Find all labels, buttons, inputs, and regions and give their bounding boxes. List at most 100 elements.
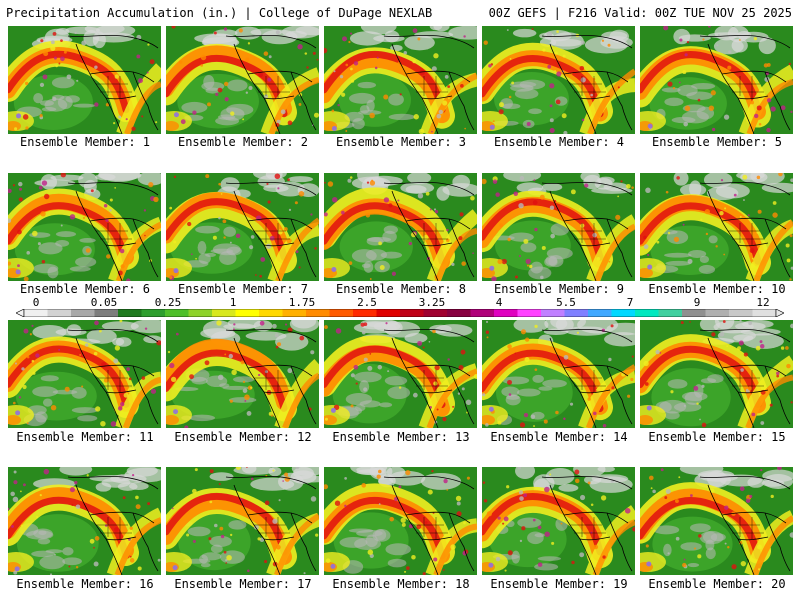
ensemble-member-label: Ensemble Member: 9	[493, 282, 625, 296]
ensemble-member-5-map	[640, 26, 793, 134]
colorbar-tick-label: 0.25	[154, 296, 182, 309]
colorbar-swatch	[259, 309, 283, 317]
colorbar-swatch	[400, 309, 424, 317]
ensemble-member-label: Ensemble Member: 13	[332, 430, 470, 444]
ensemble-member-16-map	[8, 467, 161, 575]
colorbar-tick-label: 4	[495, 296, 503, 309]
colorbar-swatch	[705, 309, 730, 317]
precip-map-image	[8, 467, 161, 575]
precip-map-image	[324, 320, 477, 428]
ensemble-member-12-map	[166, 320, 319, 428]
ensemble-member-1-map	[8, 26, 161, 134]
colorbar-swatch	[282, 309, 307, 317]
ensemble-member-label: Ensemble Member: 1	[19, 135, 151, 149]
colorbar-swatch	[24, 309, 48, 317]
colorbar-tick-label: 3.25	[418, 296, 446, 309]
colorbar-swatch	[141, 309, 166, 317]
precip-map-image	[324, 26, 477, 134]
ensemble-member-13-map	[324, 320, 477, 428]
colorbar-swatch	[47, 309, 72, 317]
ensemble-member-label: Ensemble Member: 16	[16, 577, 154, 591]
precip-map-image	[482, 320, 635, 428]
map-title: Precipitation Accumulation (in.) | Colle…	[6, 6, 433, 20]
ensemble-member-2-map	[166, 26, 319, 134]
precip-map-image	[166, 173, 319, 281]
ensemble-member-20-map	[640, 467, 793, 575]
precip-map-image	[166, 320, 319, 428]
colorbar-swatch	[494, 309, 518, 317]
colorbar-swatch	[517, 309, 542, 317]
precip-map-image	[166, 467, 319, 575]
colorbar-swatch	[329, 309, 354, 317]
ensemble-member-label: Ensemble Member: 8	[335, 282, 467, 296]
colorbar-tick-label: 1.75	[288, 296, 316, 309]
ensemble-member-14-map	[482, 320, 635, 428]
colorbar-swatch	[94, 309, 119, 317]
colorbar-swatch	[306, 309, 330, 317]
ensemble-member-18-map	[324, 467, 477, 575]
colorbar-swatch	[447, 309, 471, 317]
ensemble-member-6-map	[8, 173, 161, 281]
ensemble-member-15-map	[640, 320, 793, 428]
ensemble-member-label: Ensemble Member: 17	[174, 577, 312, 591]
ensemble-member-label: Ensemble Member: 6	[19, 282, 151, 296]
colorbar-swatch	[588, 309, 612, 317]
colorbar-swatch	[682, 309, 706, 317]
colorbar-tick-label: 1	[229, 296, 237, 309]
precip-map-image	[640, 173, 793, 281]
ensemble-member-label: Ensemble Member: 5	[651, 135, 783, 149]
colorbar-swatch	[541, 309, 565, 317]
precip-map-image	[324, 173, 477, 281]
ensemble-member-label: Ensemble Member: 19	[490, 577, 628, 591]
precip-map-image	[640, 467, 793, 575]
colorbar-tick-label: 0	[32, 296, 40, 309]
colorbar-swatch	[635, 309, 659, 317]
colorbar-min-arrow	[16, 309, 25, 317]
ensemble-member-3-map	[324, 26, 477, 134]
ensemble-member-label: Ensemble Member: 12	[174, 430, 312, 444]
precip-map-image	[640, 320, 793, 428]
colorbar-swatch	[165, 309, 189, 317]
ensemble-member-label: Ensemble Member: 7	[177, 282, 309, 296]
model-run-info: 00Z GEFS | F216 Valid: 00Z TUE NOV 25 20…	[488, 6, 792, 20]
colorbar-swatch	[470, 309, 495, 317]
ensemble-member-17-map	[166, 467, 319, 575]
colorbar-swatch	[188, 309, 213, 317]
ensemble-member-label: Ensemble Member: 20	[648, 577, 786, 591]
ensemble-member-label: Ensemble Member: 18	[332, 577, 470, 591]
precip-map-image	[482, 26, 635, 134]
colorbar-tick-label: 2.5	[357, 296, 377, 309]
ensemble-member-label: Ensemble Member: 11	[16, 430, 154, 444]
ensemble-member-7-map	[166, 173, 319, 281]
colorbar-tick-label: 9	[693, 296, 701, 309]
precip-map-image	[166, 26, 319, 134]
colorbar-swatch	[564, 309, 589, 317]
colorbar-max-arrow	[775, 309, 784, 317]
colorbar-swatch	[212, 309, 236, 317]
colorbar-swatch	[729, 309, 753, 317]
precip-map-image	[640, 26, 793, 134]
ensemble-member-9-map	[482, 173, 635, 281]
ensemble-member-label: Ensemble Member: 10	[648, 282, 786, 296]
colorbar-swatch	[235, 309, 260, 317]
ensemble-member-11-map	[8, 320, 161, 428]
ensemble-member-label: Ensemble Member: 4	[493, 135, 625, 149]
ensemble-member-4-map	[482, 26, 635, 134]
ensemble-member-19-map	[482, 467, 635, 575]
colorbar-swatch	[118, 309, 142, 317]
precip-colorbar	[16, 309, 784, 317]
colorbar-swatch	[376, 309, 401, 317]
colorbar-tick-label: 5.5	[556, 296, 576, 309]
colorbar-swatch	[611, 309, 636, 317]
ensemble-member-10-map	[640, 173, 793, 281]
colorbar-swatch	[423, 309, 448, 317]
precip-map-image	[8, 320, 161, 428]
precip-map-image	[482, 173, 635, 281]
precip-map-image	[8, 173, 161, 281]
colorbar-swatch	[752, 309, 777, 317]
precip-map-image	[482, 467, 635, 575]
colorbar-tick-label: 7	[626, 296, 634, 309]
ensemble-member-label: Ensemble Member: 3	[335, 135, 467, 149]
ensemble-member-8-map	[324, 173, 477, 281]
